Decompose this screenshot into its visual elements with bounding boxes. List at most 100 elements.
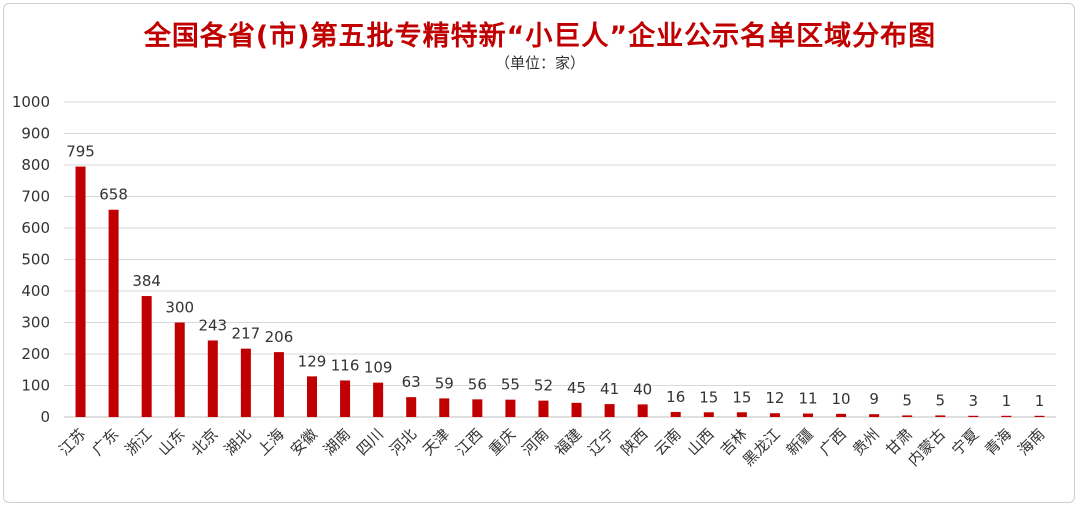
x-tick-label-天津: 天津 [419,425,453,459]
bar-新疆 [803,414,813,417]
bar-北京 [208,340,218,417]
data-label-江西: 56 [468,375,487,393]
data-label-重庆: 55 [501,376,520,394]
x-tick-label-山西: 山西 [684,425,718,459]
data-label-天津: 59 [435,374,454,392]
bar-海南 [1034,416,1044,417]
data-label-甘肃: 5 [902,391,912,409]
y-tick-label: 800 [21,156,50,174]
bar-河南 [538,401,548,417]
data-label-北京: 243 [198,316,227,334]
y-tick-label: 700 [21,188,50,206]
bar-吉林 [737,412,747,417]
x-tick-label-重庆: 重庆 [485,425,519,459]
y-tick-label: 400 [21,282,50,300]
data-label-安徽: 129 [298,352,327,370]
x-tick-label-新疆: 新疆 [783,425,817,459]
bar-甘肃 [902,415,912,417]
data-label-辽宁: 41 [600,380,619,398]
data-label-浙江: 384 [132,272,161,290]
data-label-黑龙江: 12 [765,389,784,407]
bar-山西 [704,412,714,417]
data-label-宁夏: 3 [969,392,979,410]
x-tick-label-江西: 江西 [452,425,486,459]
bar-安徽 [307,376,317,417]
x-tick-label-河南: 河南 [518,425,552,459]
x-tick-label-内蒙古: 内蒙古 [905,425,950,470]
data-label-江苏: 795 [66,143,95,161]
data-label-内蒙古: 5 [935,391,945,409]
x-tick-label-青海: 青海 [981,425,1015,459]
x-tick-label-山东: 山东 [155,425,189,459]
data-label-河北: 63 [402,373,421,391]
bar-河北 [406,397,416,417]
x-tick-label-广东: 广东 [88,425,122,459]
data-label-吉林: 15 [732,388,751,406]
bar-广东 [109,210,119,417]
bar-浙江 [142,296,152,417]
y-tick-label: 300 [21,314,50,332]
data-label-广西: 10 [832,390,851,408]
bar-广西 [836,414,846,417]
y-tick-label: 0 [40,408,50,426]
bar-辽宁 [605,404,615,417]
y-tick-label: 500 [21,251,50,269]
x-tick-label-北京: 北京 [188,425,222,459]
bar-天津 [439,398,449,417]
x-tick-label-河北: 河北 [386,425,420,459]
data-label-山西: 15 [699,388,718,406]
y-tick-label: 100 [21,377,50,395]
x-tick-label-福建: 福建 [551,425,585,459]
bar-江西 [472,399,482,417]
bar-陕西 [638,404,648,417]
x-tick-label-辽宁: 辽宁 [584,425,618,459]
x-tick-label-浙江: 浙江 [122,425,156,459]
y-tick-label: 900 [21,125,50,143]
y-axis: 0 100 200 300 400 500 600 700 800 900 1000 [12,93,50,426]
x-tick-label-四川: 四川 [353,425,387,459]
x-tick-label-宁夏: 宁夏 [948,425,982,459]
bar-福建 [572,403,582,417]
x-tick-label-湖北: 湖北 [221,425,255,459]
bar-黑龙江 [770,413,780,417]
x-axis: 江苏 广东 浙江 山东 北京 湖北 上海 安徽 湖南 四川 河北 天津 江西 重庆 河南 福建 辽宁 陕西 云南 山西… [55,425,1048,470]
data-label-陕西: 40 [633,380,652,398]
x-tick-label-海南: 海南 [1014,425,1048,459]
x-tick-label-湖南: 湖南 [320,425,354,459]
x-tick-label-陕西: 陕西 [618,425,652,459]
x-tick-label-贵州: 贵州 [849,425,883,459]
x-tick-label-黑龙江: 黑龙江 [739,425,784,470]
bar-青海 [1001,416,1011,417]
data-label-贵州: 9 [869,390,879,408]
x-tick-label-上海: 上海 [254,425,288,459]
x-tick-label-江苏: 江苏 [55,425,89,459]
data-label-青海: 1 [1002,392,1012,410]
data-label-海南: 1 [1035,392,1045,410]
y-tick-label: 600 [21,219,50,237]
x-tick-label-广西: 广西 [816,425,850,459]
data-label-云南: 16 [666,388,685,406]
data-label-湖南: 116 [331,356,360,374]
bar-四川 [373,383,383,417]
bar-宁夏 [968,416,978,417]
bar-湖北 [241,349,251,417]
y-tick-label: 200 [21,345,50,363]
bar-云南 [671,412,681,417]
bar-重庆 [505,400,515,417]
data-label-新疆: 11 [798,390,817,408]
data-label-广东: 658 [99,186,128,204]
x-tick-label-云南: 云南 [651,425,685,459]
bars [76,167,1045,417]
data-label-山东: 300 [165,299,194,317]
bar-湖南 [340,380,350,417]
bar-贵州 [869,414,879,417]
y-tick-label: 1000 [12,93,50,111]
bar-山东 [175,323,185,418]
data-label-福建: 45 [567,379,586,397]
data-label-河南: 52 [534,377,553,395]
data-label-四川: 109 [364,359,393,377]
bar-江苏 [76,167,86,417]
bar-上海 [274,352,284,417]
bar-内蒙古 [935,415,945,417]
